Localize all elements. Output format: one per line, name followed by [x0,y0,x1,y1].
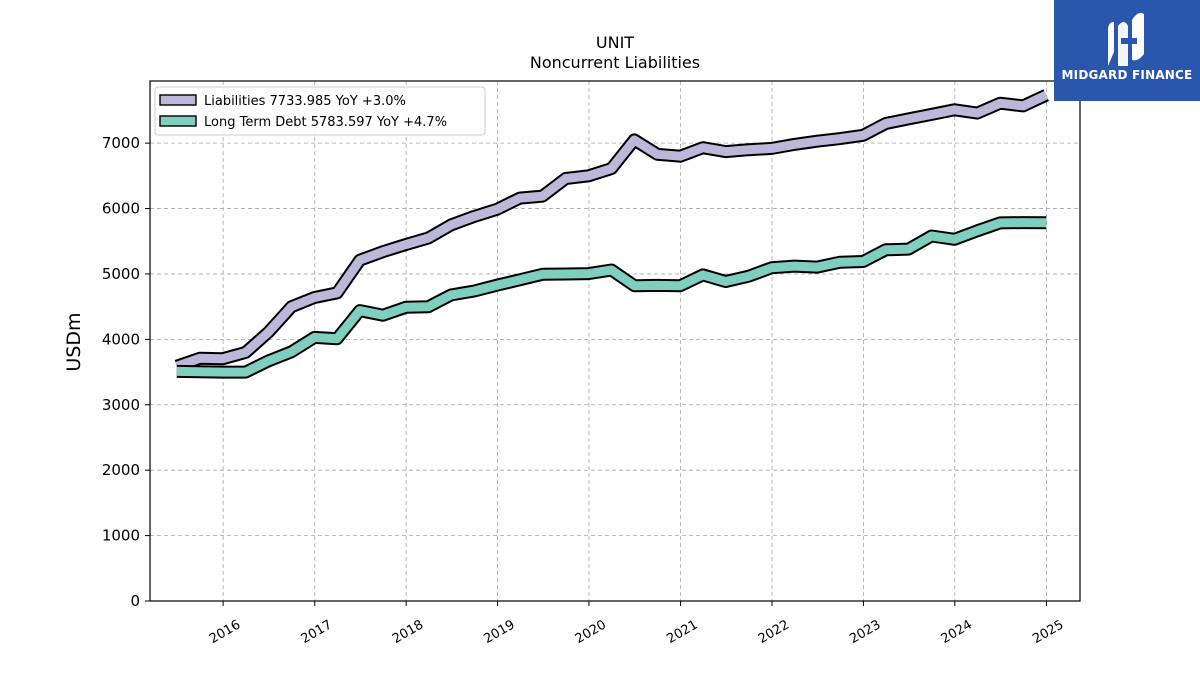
legend-swatch-long-term-debt [159,115,197,127]
y-tick-label: 3000 [102,396,140,414]
x-tick-label: 2016 [207,617,243,647]
series-line-long-term-debt [176,218,1047,377]
brand-name: MIDGARD FINANCE [1061,68,1193,82]
chart-subtitle: Noncurrent Liabilities [530,53,700,72]
grid-lines [150,81,1080,602]
y-tick-label: 2000 [102,461,140,479]
series-outline-liabilities [174,89,1049,373]
x-tick-label: 2020 [573,617,609,647]
x-tick-label: 2019 [481,617,517,647]
plot-frame [149,80,1081,602]
y-tick-label: 0 [130,592,140,610]
x-axis-ticks: 2016 2017 2018 2019 2020 2021 2022 2023 2024 2025 [207,601,1066,647]
x-tick-label: 2022 [756,617,792,647]
x-tick-label: 2021 [664,617,700,647]
x-tick-label: 2023 [847,617,883,647]
midgard-m-logo-icon [1108,12,1144,66]
legend-label-long-term-debt: Long Term Debt 5783.597 YoY +4.7% [204,115,447,130]
x-tick-label: 2017 [299,617,335,647]
y-tick-label: 1000 [102,527,140,545]
brand-logo: MIDGARD FINANCE [1054,0,1200,101]
legend-label-liabilities: Liabilities 7733.985 YoY +3.0% [204,94,406,109]
legend-box [154,86,486,136]
legend: Liabilities 7733.985 YoY +3.0% Long Term… [154,86,486,136]
y-tick-label: 6000 [102,200,140,218]
y-tick-label: 4000 [102,330,140,348]
series-lines [174,89,1049,379]
x-tick-label: 2024 [939,617,975,647]
legend-swatch-liabilities [159,94,197,106]
x-tick-label: 2018 [390,617,426,647]
y-tick-label: 7000 [102,134,140,152]
x-tick-label: 2025 [1030,617,1066,647]
y-axis-ticks: 0 1000 2000 3000 4000 5000 6000 7000 [102,134,150,610]
series-line-liabilities [175,91,1049,371]
y-tick-label: 5000 [102,265,140,283]
chart-title: UNIT [596,33,634,52]
y-axis-label: USDm [63,312,85,371]
